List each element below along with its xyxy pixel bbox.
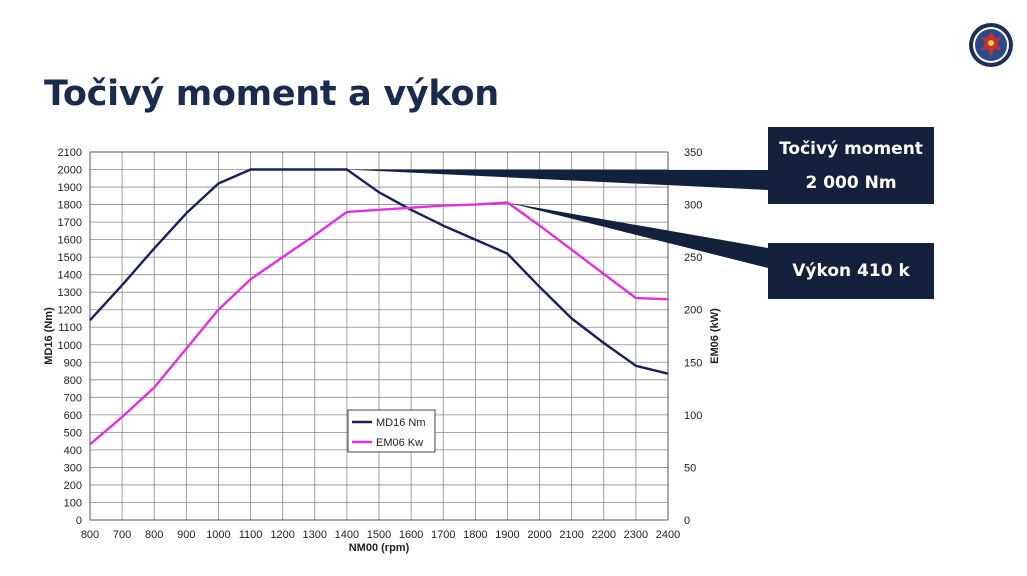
y-left-tick-label: 700 <box>64 392 82 404</box>
x-tick-label: 2300 <box>624 529 648 541</box>
x-tick-label: 2000 <box>527 529 551 541</box>
x-tick-label: 1200 <box>270 529 294 541</box>
y-left-tick-label: 2100 <box>58 147 82 159</box>
torque-callout: Točivý moment 2 000 Nm <box>768 127 934 204</box>
x-tick-label: 900 <box>177 529 195 541</box>
y-left-tick-label: 1400 <box>58 270 82 282</box>
y-right-tick-label: 350 <box>684 147 702 159</box>
y-left-tick-label: 900 <box>64 357 82 369</box>
legend-entry: EM06 Kw <box>376 437 423 449</box>
y-left-tick-label: 1600 <box>58 235 82 247</box>
y-left-tick-label: 1300 <box>58 287 82 299</box>
y-right-axis-title: EM06 (kW) <box>709 308 721 364</box>
legend-box <box>347 409 436 453</box>
legend-entry: MD16 Nm <box>376 417 426 429</box>
y-left-tick-label: 1200 <box>58 305 82 317</box>
y-left-tick-label: 2000 <box>58 165 82 177</box>
chart-legend: MD16 Nm EM06 Kw <box>347 409 436 453</box>
y-right-tick-label: 150 <box>684 357 702 369</box>
x-tick-label: 2400 <box>656 529 680 541</box>
y-left-tick-label: 1700 <box>58 217 82 229</box>
torque-callout-label: Točivý moment <box>779 138 923 159</box>
y-left-tick-label: 300 <box>64 462 82 474</box>
callout-connectors <box>346 169 768 268</box>
torque-callout-value: 2 000 Nm <box>805 172 897 193</box>
y-right-tick-label: 0 <box>684 515 690 527</box>
chart-series <box>89 168 669 446</box>
x-tick-label: 1800 <box>463 529 487 541</box>
torque-callout-connector <box>346 169 768 190</box>
griffin-emblem-icon <box>969 23 1013 67</box>
chart-grid <box>89 151 669 521</box>
x-tick-label: 1500 <box>367 529 391 541</box>
y-left-tick-label: 800 <box>64 375 82 387</box>
y-left-tick-label: 1000 <box>58 340 82 352</box>
page-title: Točivý moment a výkon <box>44 74 499 114</box>
y-left-axis-title: MD16 (Nm) <box>43 307 55 365</box>
x-tick-label: 800 <box>145 529 163 541</box>
x-tick-label: 800 <box>81 529 99 541</box>
y-left-tick-label: 200 <box>64 480 82 492</box>
x-tick-label: 2200 <box>592 529 616 541</box>
y-left-tick-label: 1500 <box>58 252 82 264</box>
y-left-tick-label: 400 <box>64 445 82 457</box>
y-left-tick-label: 600 <box>64 410 82 422</box>
y-left-tick-label: 1800 <box>58 200 82 212</box>
x-tick-label: 1100 <box>239 529 263 541</box>
x-tick-label: 1300 <box>303 529 327 541</box>
power-callout-label: Výkon 410 k <box>792 261 910 281</box>
y-left-tick-label: 0 <box>76 515 82 527</box>
x-tick-label: 700 <box>113 529 131 541</box>
y-right-tick-label: 200 <box>684 305 702 317</box>
y-right-tick-label: 300 <box>684 200 702 212</box>
x-tick-label: 1700 <box>431 529 455 541</box>
x-tick-label: 2100 <box>559 529 583 541</box>
y-left-tick-label: 500 <box>64 427 82 439</box>
x-tick-label: 1400 <box>335 529 359 541</box>
y-right-tick-label: 250 <box>684 252 702 264</box>
plot-area-border <box>89 151 669 521</box>
y-right-tick-label: 50 <box>684 462 696 474</box>
x-tick-label: 1000 <box>206 529 230 541</box>
power-callout-connector <box>507 202 768 268</box>
y-right-tick-label: 100 <box>684 410 702 422</box>
power-callout: Výkon 410 k <box>768 243 934 299</box>
x-tick-label: 1900 <box>495 529 519 541</box>
x-tick-label: 1600 <box>399 529 423 541</box>
y-left-tick-label: 1900 <box>58 182 82 194</box>
y-left-tick-label: 100 <box>64 497 82 509</box>
chart-axes: 0100200300400500600700800900100011001200… <box>43 147 721 554</box>
x-axis-title: NM00 (rpm) <box>349 542 410 554</box>
y-left-tick-label: 1100 <box>58 322 82 334</box>
